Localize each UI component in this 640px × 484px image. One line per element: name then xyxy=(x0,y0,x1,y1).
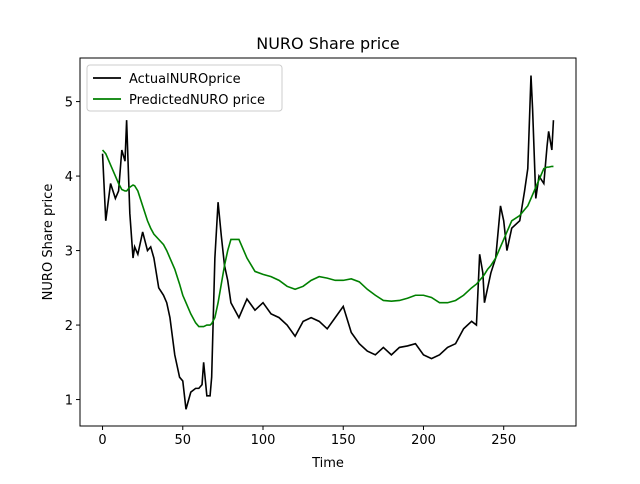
legend-box xyxy=(86,64,283,112)
chart-title: NURO Share price xyxy=(256,34,400,53)
line-series xyxy=(101,75,555,410)
line-series xyxy=(101,149,554,328)
y-tick-label: 4 xyxy=(65,170,73,185)
x-tick-label: 250 xyxy=(491,433,516,448)
y-tick-label: 3 xyxy=(65,245,73,260)
y-axis-label: NURO Share price xyxy=(41,184,56,301)
legend-label: PredictedNURO price xyxy=(129,93,265,108)
plot-frame xyxy=(79,57,577,427)
x-tick-label: 150 xyxy=(331,433,356,448)
y-tick-label: 1 xyxy=(65,394,73,409)
legend-label: ActualNUROprice xyxy=(129,72,241,87)
x-tick-label: 200 xyxy=(411,433,436,448)
x-tick-label: 100 xyxy=(251,433,276,448)
x-tick-label: 50 xyxy=(175,433,192,448)
y-tick-label: 5 xyxy=(65,96,73,111)
x-tick-label: 0 xyxy=(98,433,106,448)
y-tick-label: 2 xyxy=(65,319,73,334)
x-axis-label: Time xyxy=(311,456,344,471)
